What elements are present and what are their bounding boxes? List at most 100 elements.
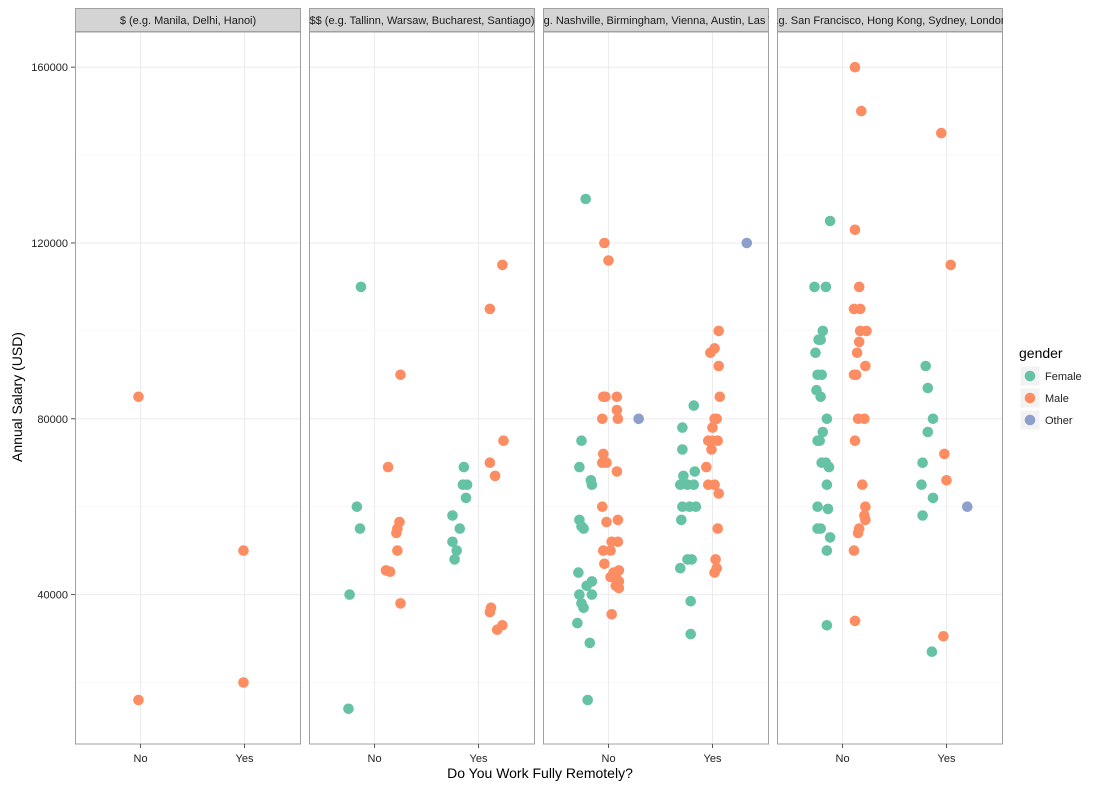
data-point-female	[809, 281, 820, 293]
facet-strip	[309, 8, 535, 32]
legend-title: gender	[1019, 345, 1063, 361]
data-point-male	[850, 369, 862, 381]
data-point-female	[926, 646, 938, 657]
data-point-male	[491, 624, 503, 635]
data-point-male	[853, 336, 865, 348]
legend-item-other: Other	[1019, 409, 1073, 431]
data-point-male	[706, 444, 717, 455]
data-point-female	[574, 461, 585, 473]
data-point-female	[821, 620, 833, 631]
facet-strip-label: $$ (e.g. Tallinn, Warsaw, Bucharest, San…	[309, 15, 534, 27]
data-point-male	[238, 677, 249, 688]
data-point-male	[710, 554, 721, 565]
data-point-female	[927, 413, 939, 425]
data-point-female	[355, 281, 367, 293]
data-point-male	[599, 558, 610, 570]
data-point-other	[741, 237, 753, 249]
data-point-female	[676, 514, 687, 526]
data-point-male	[611, 404, 623, 416]
data-point-female	[447, 510, 458, 521]
data-point-female	[458, 461, 470, 473]
data-point-female	[917, 457, 928, 469]
data-point-female	[586, 479, 598, 491]
data-point-male	[861, 325, 872, 337]
data-point-male	[939, 448, 950, 460]
data-point-male	[238, 545, 249, 556]
data-point-female	[824, 215, 836, 227]
data-point-male	[395, 369, 406, 381]
data-point-female	[572, 617, 583, 629]
data-point-male	[598, 448, 609, 460]
data-point-male	[860, 501, 871, 512]
data-point-male	[498, 435, 509, 447]
data-point-female	[677, 444, 688, 455]
data-point-male	[854, 303, 866, 315]
data-point-male	[606, 609, 617, 620]
data-point-female	[688, 400, 700, 411]
data-point-male	[384, 566, 396, 577]
data-point-female	[344, 589, 355, 600]
legend-key-dot	[1024, 414, 1036, 426]
facet-strip	[75, 8, 301, 32]
facet-strip	[777, 8, 1003, 32]
data-point-male	[859, 413, 870, 425]
data-point-female	[686, 554, 697, 565]
data-point-female	[675, 562, 686, 574]
data-point-female	[820, 281, 832, 293]
data-point-female	[688, 479, 700, 491]
data-point-female	[816, 369, 827, 381]
data-point-male	[613, 582, 625, 594]
y-axis: 40000 80000 120000 160000	[31, 62, 75, 602]
data-point-female	[822, 503, 834, 515]
y-tick-label: 120000	[31, 238, 68, 250]
data-point-male	[707, 422, 718, 433]
data-point-male	[712, 435, 723, 447]
legend-item-male: Male	[1019, 387, 1069, 409]
data-point-male	[484, 457, 496, 469]
data-point-male	[391, 527, 402, 539]
data-point-male	[713, 325, 724, 337]
panel-background	[75, 32, 301, 744]
facet-panel: $ (e.g. Manila, Delhi, Hanoi) No Yes	[75, 8, 301, 765]
data-point-female	[927, 492, 939, 504]
data-point-female	[578, 602, 589, 614]
data-point-female	[584, 637, 596, 649]
data-point-male	[133, 391, 144, 403]
data-point-female	[343, 703, 354, 715]
data-point-female	[821, 413, 833, 425]
legend-key-dot	[1024, 392, 1036, 404]
panel-background	[543, 32, 769, 744]
data-point-female	[581, 580, 592, 592]
data-point-male	[849, 435, 861, 447]
data-point-female	[449, 554, 460, 565]
data-point-female	[917, 510, 928, 521]
y-tick-label: 160000	[31, 62, 68, 74]
data-point-male	[936, 127, 947, 139]
data-point-male	[484, 606, 496, 618]
data-point-female	[690, 501, 702, 512]
data-point-female	[821, 479, 833, 491]
x-tick-label: Yes	[236, 753, 254, 765]
data-point-female	[578, 523, 589, 534]
data-point-female	[447, 536, 458, 548]
data-point-male	[852, 527, 864, 539]
data-point-female	[689, 466, 701, 477]
data-point-female	[823, 461, 835, 473]
data-point-female	[922, 382, 934, 394]
data-point-male	[713, 488, 724, 499]
legend-label: Other	[1045, 415, 1073, 427]
data-point-male	[598, 545, 609, 556]
legend: gender Female Male Other	[1019, 345, 1082, 431]
data-point-male	[941, 475, 952, 486]
facet-panel: $$$ (e.g. Nashville, Birmingham, Vienna,…	[509, 8, 802, 765]
x-tick-label: No	[134, 753, 148, 765]
data-point-male	[497, 259, 508, 271]
data-point-male	[856, 105, 867, 117]
facet-strip-label: $$$ (e.g. Nashville, Birmingham, Vienna,…	[509, 15, 802, 27]
y-tick-label: 40000	[37, 590, 68, 602]
data-point-male	[603, 255, 614, 266]
data-point-male	[600, 391, 611, 403]
data-point-male	[851, 347, 863, 359]
data-point-other	[633, 413, 644, 425]
panel-background	[777, 32, 1003, 744]
